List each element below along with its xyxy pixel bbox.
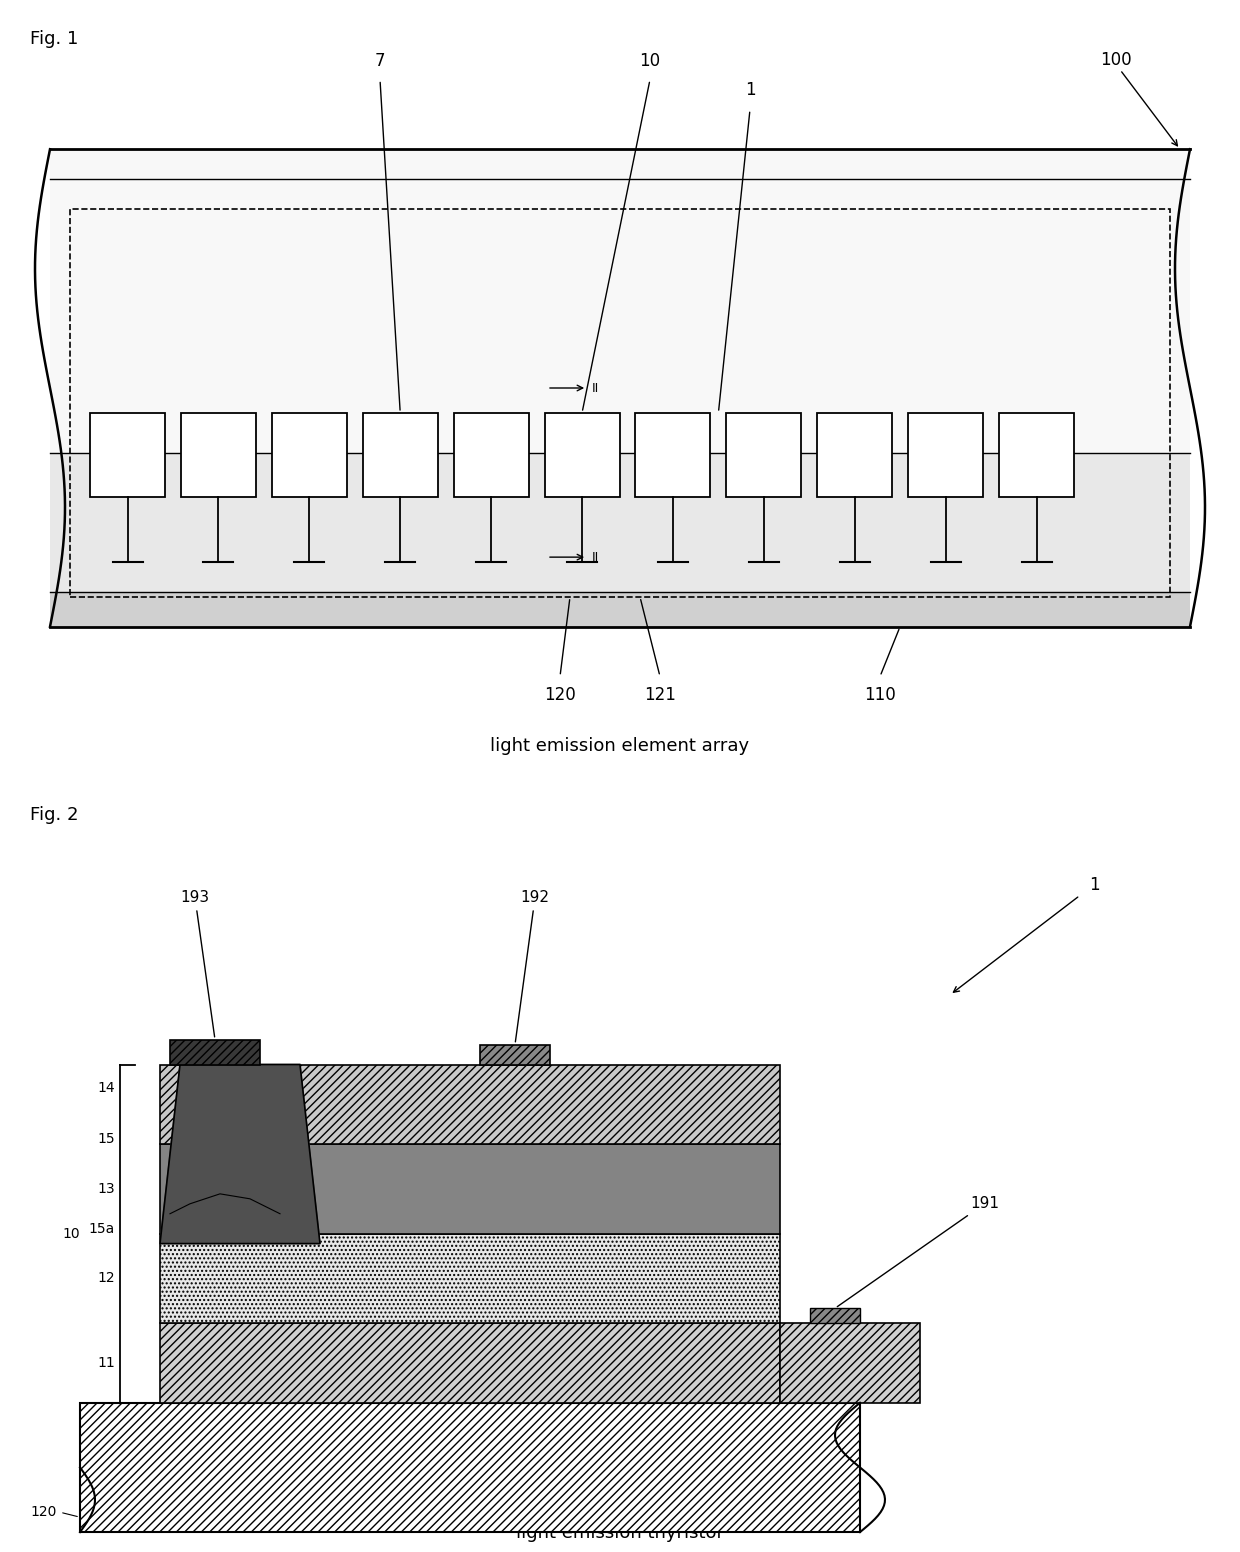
Text: 13: 13 — [98, 1183, 115, 1197]
Text: 120: 120 — [30, 1505, 56, 1519]
Bar — [908, 413, 983, 498]
Text: n type gate: n type gate — [470, 1271, 551, 1285]
Bar — [81, 1403, 861, 1532]
Bar — [170, 1040, 260, 1065]
Bar — [780, 1324, 920, 1403]
Text: 12: 12 — [98, 1271, 115, 1285]
Bar — [50, 453, 1190, 591]
Bar — [160, 1144, 780, 1234]
Bar — [363, 413, 438, 498]
Text: light emission thyristor: light emission thyristor — [516, 1524, 724, 1543]
Text: light emission element array: light emission element array — [491, 737, 749, 756]
Text: 11: 11 — [97, 1356, 115, 1370]
Text: 192: 192 — [516, 891, 549, 1041]
Bar — [635, 413, 711, 498]
Text: 120: 120 — [544, 686, 575, 705]
Text: 110: 110 — [864, 686, 895, 705]
Text: II: II — [591, 551, 599, 563]
Text: 100: 100 — [1100, 51, 1132, 68]
Text: n type cathode: n type cathode — [458, 1097, 563, 1111]
Text: 14: 14 — [98, 1082, 115, 1096]
Polygon shape — [160, 1065, 320, 1243]
Bar — [999, 413, 1074, 498]
Text: 10: 10 — [640, 51, 661, 70]
Text: 10: 10 — [62, 1226, 81, 1240]
Bar — [817, 413, 893, 498]
Bar — [160, 1065, 780, 1144]
Bar — [91, 413, 165, 498]
Text: 193: 193 — [181, 891, 215, 1037]
Text: p type gate: p type gate — [470, 1183, 551, 1197]
Text: 121: 121 — [644, 686, 676, 705]
Bar — [454, 413, 528, 498]
Bar — [50, 591, 1190, 627]
Bar — [272, 413, 347, 498]
Bar — [727, 413, 801, 498]
Text: 15a: 15a — [89, 1221, 115, 1235]
Text: 1: 1 — [1090, 877, 1100, 894]
Text: 1: 1 — [745, 82, 755, 99]
Bar — [160, 1324, 780, 1403]
Text: Fig. 1: Fig. 1 — [30, 29, 78, 48]
Text: Fig. 2: Fig. 2 — [30, 805, 78, 824]
Bar — [810, 1308, 861, 1324]
Text: 15: 15 — [98, 1131, 115, 1145]
Text: 7: 7 — [374, 51, 386, 70]
Text: p type anode: p type anode — [464, 1356, 556, 1370]
Bar — [181, 413, 255, 498]
Bar — [160, 1234, 780, 1324]
Bar — [544, 413, 620, 498]
Bar — [69, 210, 1171, 598]
Text: Si substrate: Si substrate — [429, 1460, 511, 1474]
Text: II: II — [591, 382, 599, 394]
Bar — [50, 149, 1190, 627]
Bar — [480, 1044, 551, 1065]
Text: 191: 191 — [837, 1197, 999, 1307]
